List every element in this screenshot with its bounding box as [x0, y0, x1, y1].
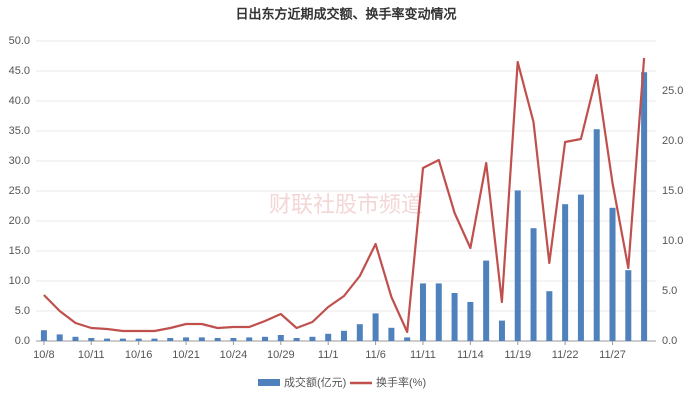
bar: [404, 337, 411, 341]
bar: [135, 338, 142, 341]
watermark: 财联社股市频道: [269, 192, 423, 217]
y-tick-label: 5.0: [15, 305, 30, 317]
bar: [546, 291, 553, 341]
bar: [562, 204, 569, 341]
x-tick-label: 11/6: [365, 349, 386, 361]
legend-swatch: [258, 379, 280, 386]
y-tick-label: 25.0: [9, 185, 30, 197]
y2-tick-label: 0.0: [662, 335, 677, 347]
bar: [419, 283, 426, 341]
x-tick-label: 11/27: [599, 349, 626, 361]
y2-tick-label: 25.0: [662, 85, 683, 97]
x-tick-label: 10/8: [33, 349, 54, 361]
bar: [356, 324, 363, 341]
bar: [88, 338, 95, 341]
bar: [609, 207, 616, 341]
y2-tick-label: 5.0: [662, 285, 677, 297]
bar: [341, 330, 347, 341]
bar: [514, 190, 521, 341]
bar: [435, 283, 442, 341]
bar: [467, 302, 474, 341]
y2-tick-label: 10.0: [662, 235, 683, 247]
bar: [388, 327, 395, 341]
y-tick-label: 35.0: [9, 125, 30, 137]
y-tick-label: 30.0: [9, 155, 30, 167]
y-tick-label: 15.0: [9, 245, 30, 257]
bar: [593, 129, 600, 341]
bar: [498, 320, 505, 341]
x-tick-label: 10/16: [125, 349, 153, 361]
bar: [530, 228, 537, 341]
y-tick-label: 10.0: [9, 275, 30, 287]
bar: [277, 335, 284, 341]
bar: [72, 336, 79, 341]
legend-label: 成交额(亿元): [284, 375, 346, 389]
bar: [451, 293, 458, 341]
bar: [119, 338, 126, 341]
x-tick-label: 10/21: [172, 349, 200, 361]
x-tick-label: 10/29: [267, 349, 295, 361]
y-tick-label: 50.0: [9, 35, 30, 47]
x-tick-label: 11/22: [552, 349, 579, 361]
x-tick-label: 10/11: [78, 349, 105, 361]
y-tick-label: 20.0: [9, 215, 30, 227]
bar: [151, 338, 158, 341]
bar: [293, 338, 300, 341]
x-tick-label: 11/14: [457, 349, 484, 361]
legend-label: 换手率(%): [376, 375, 426, 389]
bar: [262, 336, 269, 341]
y2-tick-label: 20.0: [662, 135, 683, 147]
bar: [309, 336, 316, 341]
y2-tick-label: 15.0: [662, 185, 683, 197]
bar: [641, 72, 648, 341]
bar: [246, 337, 253, 341]
chart-title: 日出东方近期成交额、换手率变动情况: [235, 6, 456, 21]
y-tick-label: 45.0: [9, 65, 30, 77]
bar: [577, 194, 584, 341]
bar: [167, 338, 174, 341]
x-tick-label: 11/1: [318, 349, 339, 361]
y-tick-label: 0.0: [15, 335, 30, 347]
line: [43, 57, 646, 334]
x-tick-label: 11/19: [504, 349, 531, 361]
bar: [372, 313, 379, 341]
bar: [56, 334, 63, 341]
x-tick-label: 11/11: [410, 349, 436, 361]
bar: [483, 260, 490, 341]
x-tick-label: 10/24: [220, 349, 248, 361]
bar: [230, 338, 237, 341]
y-tick-label: 40.0: [9, 95, 30, 107]
bar: [325, 333, 332, 341]
bar: [183, 337, 190, 341]
bar: [104, 338, 111, 341]
bar: [40, 330, 47, 341]
bar: [198, 337, 205, 341]
bar: [625, 270, 632, 341]
bar: [214, 338, 221, 341]
